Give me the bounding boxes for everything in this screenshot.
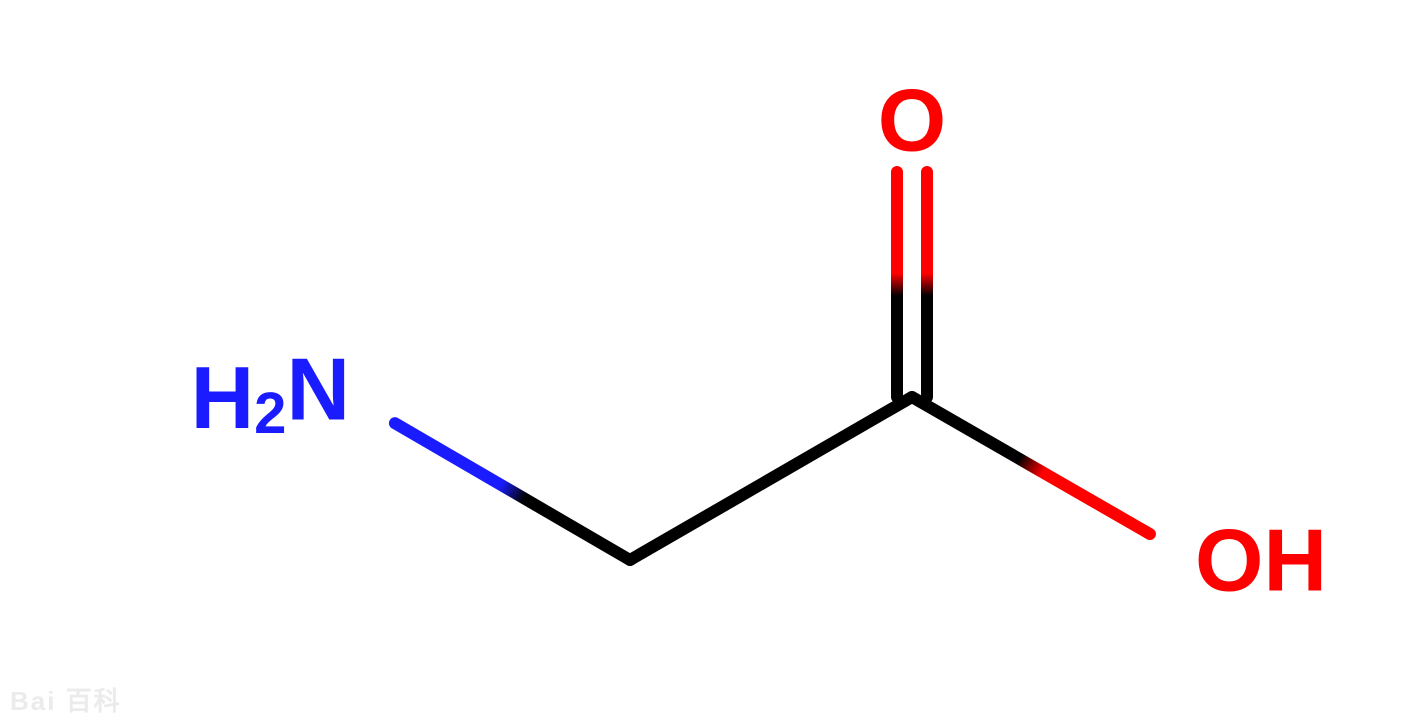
molecule-svg: O OH H2N	[0, 0, 1417, 726]
watermark-text: Bai 百科	[10, 681, 122, 718]
diagram-container: O OH H2N Bai 百科	[0, 0, 1417, 726]
bond	[395, 423, 630, 560]
atom-O: O	[878, 71, 946, 170]
atom-NH2: H2N	[191, 339, 350, 446]
bond	[912, 397, 1150, 534]
atom-OH: OH	[1195, 511, 1327, 610]
bond	[630, 397, 912, 560]
